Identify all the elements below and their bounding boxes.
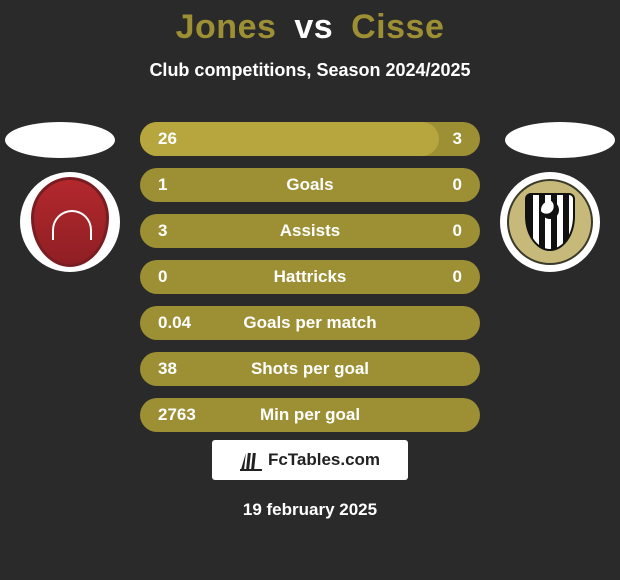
stat-value-left: 38 bbox=[158, 359, 177, 379]
stat-value-right: 0 bbox=[453, 221, 462, 241]
stat-value-left: 3 bbox=[158, 221, 167, 241]
stat-label: Assists bbox=[140, 221, 480, 241]
page-title: Jones vs Cisse bbox=[0, 8, 620, 47]
title-player-2: Cisse bbox=[351, 8, 444, 46]
club-badge-right bbox=[500, 172, 600, 272]
club-badge-right-circle bbox=[500, 172, 600, 272]
stat-value-right: 3 bbox=[453, 129, 462, 149]
subtitle: Club competitions, Season 2024/2025 bbox=[0, 60, 620, 81]
stat-bar: 26Matches3 bbox=[140, 122, 480, 156]
stat-value-right: 0 bbox=[453, 175, 462, 195]
stat-bar: 2763Min per goal bbox=[140, 398, 480, 432]
stat-value-left: 0.04 bbox=[158, 313, 191, 333]
stat-label: Hattricks bbox=[140, 267, 480, 287]
stat-value-right: 0 bbox=[453, 267, 462, 287]
stat-value-left: 1 bbox=[158, 175, 167, 195]
comparison-canvas: Jones vs Cisse Club competitions, Season… bbox=[0, 0, 620, 580]
stat-label: Shots per goal bbox=[140, 359, 480, 379]
club-badge-left bbox=[20, 172, 120, 272]
fctables-chart-icon bbox=[240, 449, 262, 471]
fctables-logo-text: FcTables.com bbox=[268, 450, 380, 470]
club-badge-left-circle bbox=[20, 172, 120, 272]
stat-bar-fill bbox=[140, 122, 439, 156]
stat-bar: 1Goals0 bbox=[140, 168, 480, 202]
stat-bar: 38Shots per goal bbox=[140, 352, 480, 386]
title-vs: vs bbox=[294, 8, 333, 46]
fctables-logo: FcTables.com bbox=[212, 440, 408, 480]
stat-bar: 3Assists0 bbox=[140, 214, 480, 248]
notts-county-crest-icon bbox=[507, 179, 593, 265]
stat-value-left: 26 bbox=[158, 129, 177, 149]
stat-value-left: 0 bbox=[158, 267, 167, 287]
player-avatar-placeholder-left bbox=[5, 122, 115, 158]
title-player-1: Jones bbox=[176, 8, 277, 46]
stat-bar: 0Hattricks0 bbox=[140, 260, 480, 294]
stat-bar: 0.04Goals per match bbox=[140, 306, 480, 340]
player-avatar-placeholder-right bbox=[505, 122, 615, 158]
stat-label: Goals bbox=[140, 175, 480, 195]
stat-value-left: 2763 bbox=[158, 405, 196, 425]
footer-date: 19 february 2025 bbox=[0, 500, 620, 520]
morecambe-crest-icon bbox=[31, 177, 109, 267]
